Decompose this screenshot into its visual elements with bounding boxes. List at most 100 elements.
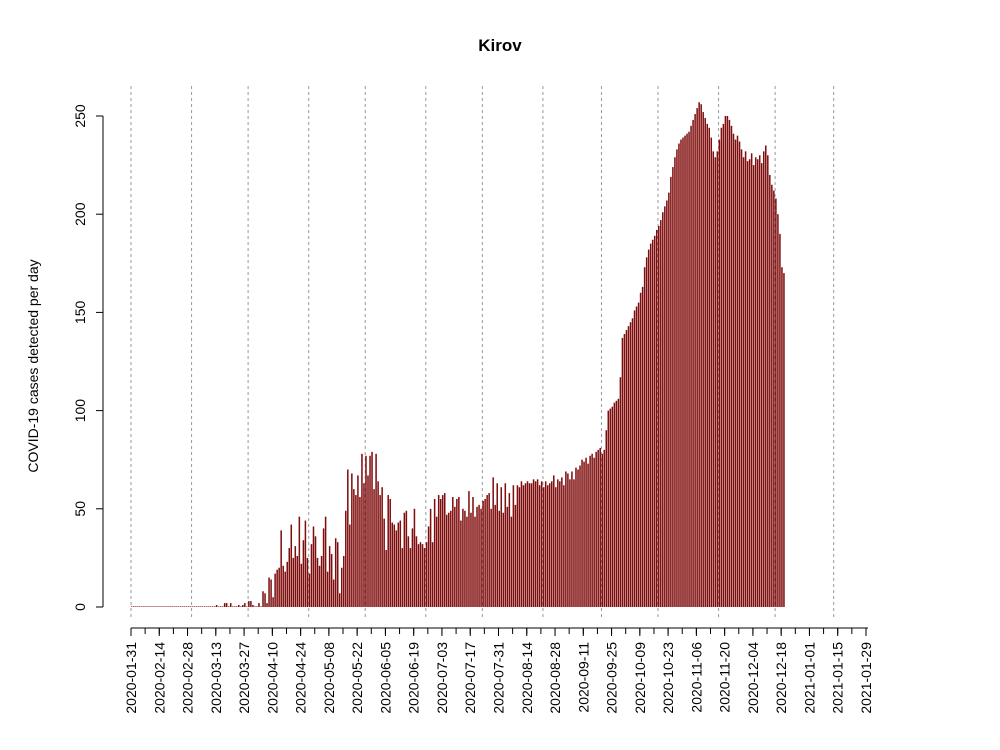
bar [452, 497, 454, 607]
bar [387, 495, 389, 607]
bar [585, 457, 587, 607]
bar [225, 603, 228, 607]
bar [559, 481, 561, 607]
y-tick-label: 0 [72, 603, 88, 611]
bar [763, 151, 765, 607]
bar [349, 524, 351, 607]
bar [623, 334, 626, 607]
bar [635, 306, 638, 607]
bar [278, 567, 280, 607]
bar [460, 520, 462, 607]
bar [385, 550, 387, 607]
bar [706, 123, 708, 608]
bar [175, 606, 177, 607]
bar [637, 302, 640, 607]
bar [290, 524, 293, 607]
bar [441, 495, 444, 607]
bar [744, 151, 747, 607]
bar [195, 606, 198, 607]
x-tick-label: 2020-06-05 [377, 642, 393, 714]
bar [165, 606, 167, 607]
bar [443, 493, 446, 607]
bar [599, 447, 601, 607]
bar [716, 151, 719, 607]
bar [625, 330, 628, 607]
bar [306, 557, 309, 607]
bar [658, 225, 660, 608]
bar [660, 220, 662, 607]
bar [415, 536, 418, 607]
bar [651, 239, 654, 608]
bar [326, 571, 329, 607]
bar [280, 530, 282, 607]
bar [163, 606, 165, 607]
bar [740, 149, 743, 607]
bar [262, 591, 264, 607]
bar [433, 498, 436, 607]
bar [205, 606, 208, 607]
bar [357, 475, 359, 607]
bar [391, 522, 393, 607]
bar [748, 159, 751, 607]
bar [621, 337, 624, 607]
bar [363, 483, 365, 607]
bar [631, 318, 634, 607]
bar [141, 606, 143, 607]
bars [131, 102, 785, 608]
bar [405, 510, 408, 607]
bar [647, 249, 650, 608]
bar [546, 485, 549, 607]
bar [627, 326, 630, 607]
bar [579, 465, 581, 607]
bar [781, 267, 783, 607]
bar [573, 479, 575, 607]
bar [454, 506, 456, 607]
bar [302, 540, 305, 607]
bar [347, 469, 349, 607]
bar [427, 526, 430, 607]
bar [217, 606, 220, 607]
bar [377, 481, 379, 607]
bar [664, 206, 666, 607]
x-tick-label: 2020-07-17 [462, 642, 478, 714]
bar [185, 606, 188, 607]
bar [773, 190, 775, 607]
bar [183, 606, 186, 607]
bar [688, 131, 690, 607]
y-axis-label: COVID-19 cases detected per day [25, 259, 41, 472]
bar [639, 292, 642, 607]
bar [270, 579, 272, 607]
bar [260, 606, 262, 607]
bar [191, 606, 194, 607]
bar [534, 481, 537, 607]
bar [482, 500, 484, 607]
bar [365, 455, 367, 607]
bar [692, 119, 694, 608]
x-tick-label: 2020-02-28 [180, 642, 196, 714]
bar [678, 143, 680, 607]
bar [276, 569, 278, 607]
bar [694, 114, 696, 607]
bar [633, 310, 636, 607]
bar [221, 606, 224, 607]
bar [742, 157, 745, 608]
bar [506, 506, 509, 607]
bar [767, 155, 769, 607]
bar [760, 163, 763, 607]
bar [607, 410, 610, 607]
bar [726, 116, 729, 607]
bar [133, 606, 135, 607]
bar [308, 573, 311, 607]
bar [179, 606, 181, 607]
bar [555, 487, 557, 607]
bar [272, 597, 274, 607]
bar [615, 400, 618, 607]
bar [674, 157, 676, 608]
bar [538, 485, 541, 607]
bar [167, 606, 169, 607]
bar [159, 606, 161, 607]
x-tick-label: 2020-03-13 [208, 642, 224, 714]
bar [294, 546, 297, 607]
bar [565, 471, 567, 607]
bar [601, 453, 603, 607]
